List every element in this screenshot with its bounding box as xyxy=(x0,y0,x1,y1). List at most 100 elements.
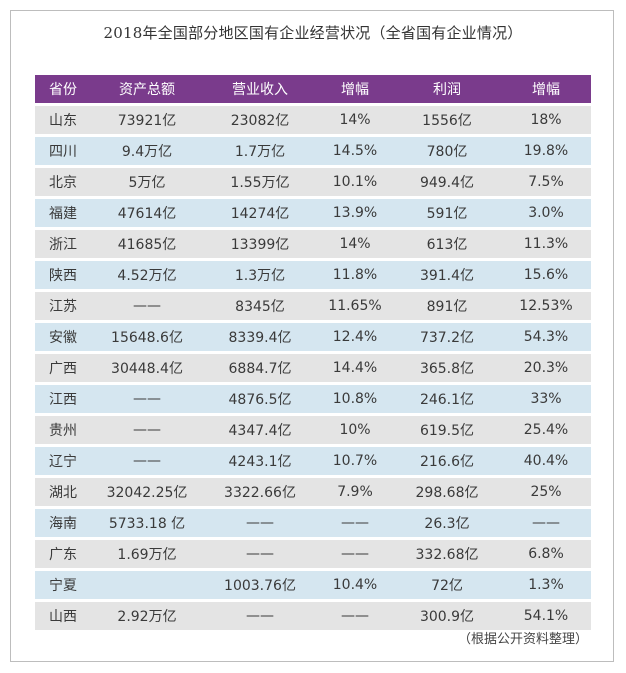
cell-revenue-growth: —— xyxy=(317,509,393,537)
cell-province: 广东 xyxy=(35,540,91,568)
cell-total-assets: —— xyxy=(91,447,203,475)
header-profit: 利润 xyxy=(393,75,501,103)
cell-revenue: 4347.4亿 xyxy=(203,416,317,444)
cell-revenue-growth: 10.4% xyxy=(317,571,393,599)
cell-total-assets: 4.52万亿 xyxy=(91,261,203,289)
cell-revenue-growth: 10% xyxy=(317,416,393,444)
cell-revenue: 8345亿 xyxy=(203,292,317,320)
table-row: 江苏 —— 8345亿 11.65% 891亿 12.53% xyxy=(35,292,591,320)
cell-revenue: 13399亿 xyxy=(203,230,317,258)
table-row: 陕西 4.52万亿 1.3万亿 11.8% 391.4亿 15.6% xyxy=(35,261,591,289)
cell-profit: 737.2亿 xyxy=(393,323,501,351)
cell-province: 山西 xyxy=(35,602,91,630)
cell-profit-growth: 6.8% xyxy=(501,540,591,568)
cell-revenue-growth: 10.7% xyxy=(317,447,393,475)
cell-revenue: 1.7万亿 xyxy=(203,137,317,165)
header-province: 省份 xyxy=(35,75,91,103)
cell-profit-growth: 3.0% xyxy=(501,199,591,227)
table-row: 广西 30448.4亿 6884.7亿 14.4% 365.8亿 20.3% xyxy=(35,354,591,382)
document-frame xyxy=(10,10,614,662)
table-row: 浙江 41685亿 13399亿 14% 613亿 11.3% xyxy=(35,230,591,258)
cell-revenue-growth: 10.1% xyxy=(317,168,393,196)
document-title: 2018年全国部分地区国有企业经营状况（全省国有企业情况） xyxy=(103,24,523,42)
cell-total-assets: —— xyxy=(91,292,203,320)
table-row: 贵州 —— 4347.4亿 10% 619.5亿 25.4% xyxy=(35,416,591,444)
cell-profit-growth: 33% xyxy=(501,385,591,413)
header-total-assets: 资产总额 xyxy=(91,75,203,103)
cell-revenue-growth: 12.4% xyxy=(317,323,393,351)
cell-profit: 949.4亿 xyxy=(393,168,501,196)
cell-profit-growth: 20.3% xyxy=(501,354,591,382)
cell-profit-growth: 1.3% xyxy=(501,571,591,599)
table-row: 山西 2.92万亿 —— —— 300.9亿 54.1% xyxy=(35,602,591,630)
cell-profit-growth: 7.5% xyxy=(501,168,591,196)
cell-profit: 246.1亿 xyxy=(393,385,501,413)
cell-profit: 780亿 xyxy=(393,137,501,165)
table-row: 福建 47614亿 14274亿 13.9% 591亿 3.0% xyxy=(35,199,591,227)
cell-revenue-growth: —— xyxy=(317,602,393,630)
table-row: 广东 1.69万亿 —— —— 332.68亿 6.8% xyxy=(35,540,591,568)
cell-total-assets: 2.92万亿 xyxy=(91,602,203,630)
cell-profit: 332.68亿 xyxy=(393,540,501,568)
table-row: 安徽 15648.6亿 8339.4亿 12.4% 737.2亿 54.3% xyxy=(35,323,591,351)
cell-profit: 26.3亿 xyxy=(393,509,501,537)
table-row: 海南 5733.18 亿 —— —— 26.3亿 —— xyxy=(35,509,591,537)
cell-profit: 298.68亿 xyxy=(393,478,501,506)
cell-profit-growth: 19.8% xyxy=(501,137,591,165)
cell-total-assets: —— xyxy=(91,385,203,413)
cell-total-assets: 47614亿 xyxy=(91,199,203,227)
cell-province: 四川 xyxy=(35,137,91,165)
cell-total-assets: 15648.6亿 xyxy=(91,323,203,351)
cell-revenue-growth: 11.8% xyxy=(317,261,393,289)
cell-province: 江西 xyxy=(35,385,91,413)
cell-profit: 891亿 xyxy=(393,292,501,320)
cell-province: 湖北 xyxy=(35,478,91,506)
table-row: 北京 5万亿 1.55万亿 10.1% 949.4亿 7.5% xyxy=(35,168,591,196)
cell-revenue: 6884.7亿 xyxy=(203,354,317,382)
cell-total-assets: 5万亿 xyxy=(91,168,203,196)
header-profit-growth: 增幅 xyxy=(501,75,591,103)
cell-province: 贵州 xyxy=(35,416,91,444)
cell-total-assets: —— xyxy=(91,416,203,444)
cell-revenue: 8339.4亿 xyxy=(203,323,317,351)
cell-revenue-growth: 7.9% xyxy=(317,478,393,506)
source-note: （根据公开资料整理） xyxy=(457,632,588,647)
cell-province: 安徽 xyxy=(35,323,91,351)
cell-profit: 216.6亿 xyxy=(393,447,501,475)
cell-profit: 300.9亿 xyxy=(393,602,501,630)
cell-total-assets: 9.4万亿 xyxy=(91,137,203,165)
cell-profit-growth: 12.53% xyxy=(501,292,591,320)
cell-province: 浙江 xyxy=(35,230,91,258)
cell-total-assets xyxy=(91,571,203,599)
cell-revenue-growth: 13.9% xyxy=(317,199,393,227)
cell-revenue: —— xyxy=(203,602,317,630)
cell-revenue: 1003.76亿 xyxy=(203,571,317,599)
cell-profit-growth: 15.6% xyxy=(501,261,591,289)
cell-revenue: 14274亿 xyxy=(203,199,317,227)
cell-profit: 619.5亿 xyxy=(393,416,501,444)
cell-profit-growth: 40.4% xyxy=(501,447,591,475)
cell-revenue-growth: 14.4% xyxy=(317,354,393,382)
cell-province: 宁夏 xyxy=(35,571,91,599)
table-row: 四川 9.4万亿 1.7万亿 14.5% 780亿 19.8% xyxy=(35,137,591,165)
header-revenue: 营业收入 xyxy=(203,75,317,103)
cell-province: 北京 xyxy=(35,168,91,196)
cell-province: 陕西 xyxy=(35,261,91,289)
cell-revenue-growth: 14.5% xyxy=(317,137,393,165)
cell-total-assets: 41685亿 xyxy=(91,230,203,258)
cell-profit: 613亿 xyxy=(393,230,501,258)
cell-profit-growth: 11.3% xyxy=(501,230,591,258)
cell-profit: 1556亿 xyxy=(393,106,501,134)
cell-profit-growth: 25.4% xyxy=(501,416,591,444)
cell-revenue: 1.3万亿 xyxy=(203,261,317,289)
cell-profit: 391.4亿 xyxy=(393,261,501,289)
state-enterprise-table: 省份 资产总额 营业收入 增幅 利润 增幅 山东 73921亿 23082亿 14% 1… xyxy=(35,72,591,633)
cell-total-assets: 5733.18 亿 xyxy=(91,509,203,537)
cell-profit: 365.8亿 xyxy=(393,354,501,382)
table-row: 江西 —— 4876.5亿 10.8% 246.1亿 33% xyxy=(35,385,591,413)
cell-total-assets: 32042.25亿 xyxy=(91,478,203,506)
cell-revenue-growth: 14% xyxy=(317,230,393,258)
table-row: 宁夏 1003.76亿 10.4% 72亿 1.3% xyxy=(35,571,591,599)
header-revenue-growth: 增幅 xyxy=(317,75,393,103)
cell-revenue: —— xyxy=(203,540,317,568)
